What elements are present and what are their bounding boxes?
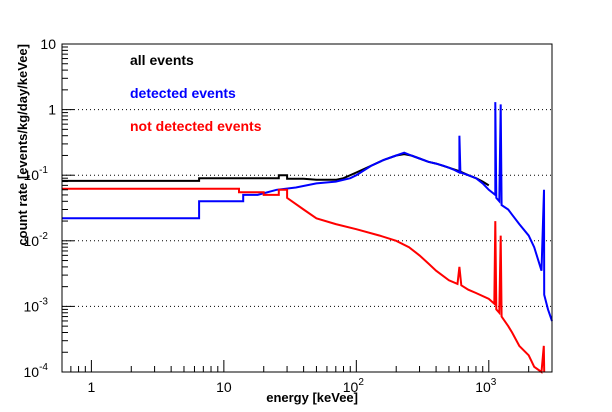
x-tick-label: 10	[216, 379, 232, 395]
y-axis-title: count rate [events/kg/day/keVee]	[15, 44, 30, 246]
x-tick-label: 102	[343, 377, 365, 395]
series-line	[62, 102, 553, 322]
plot-frame	[61, 43, 553, 373]
series-layer	[62, 102, 553, 374]
y-tick-label: 10-2	[24, 231, 49, 249]
legend-entry: detected events	[130, 85, 236, 101]
y-tick-label: 1	[48, 102, 56, 118]
x-tick-label: 103	[475, 377, 497, 395]
series-line	[62, 187, 546, 374]
legend: all events detected events not detected ev…	[130, 52, 262, 134]
legend-entry: not detected events	[130, 118, 262, 134]
y-tick-label: 10	[40, 36, 56, 52]
x-tick-label: 1	[87, 379, 95, 395]
y-tick-label: 10-1	[24, 165, 49, 183]
x-axis-title: energy [keVee]	[266, 390, 358, 405]
y-tick-label: 10-4	[24, 362, 49, 380]
tick-labels: 10-4 10-3 10-2 10-1 1 10 1 10 102 103	[24, 36, 497, 395]
y-tick-label: 10-3	[24, 296, 49, 314]
axis-ticks	[61, 43, 553, 373]
legend-entry: all events	[130, 52, 194, 68]
